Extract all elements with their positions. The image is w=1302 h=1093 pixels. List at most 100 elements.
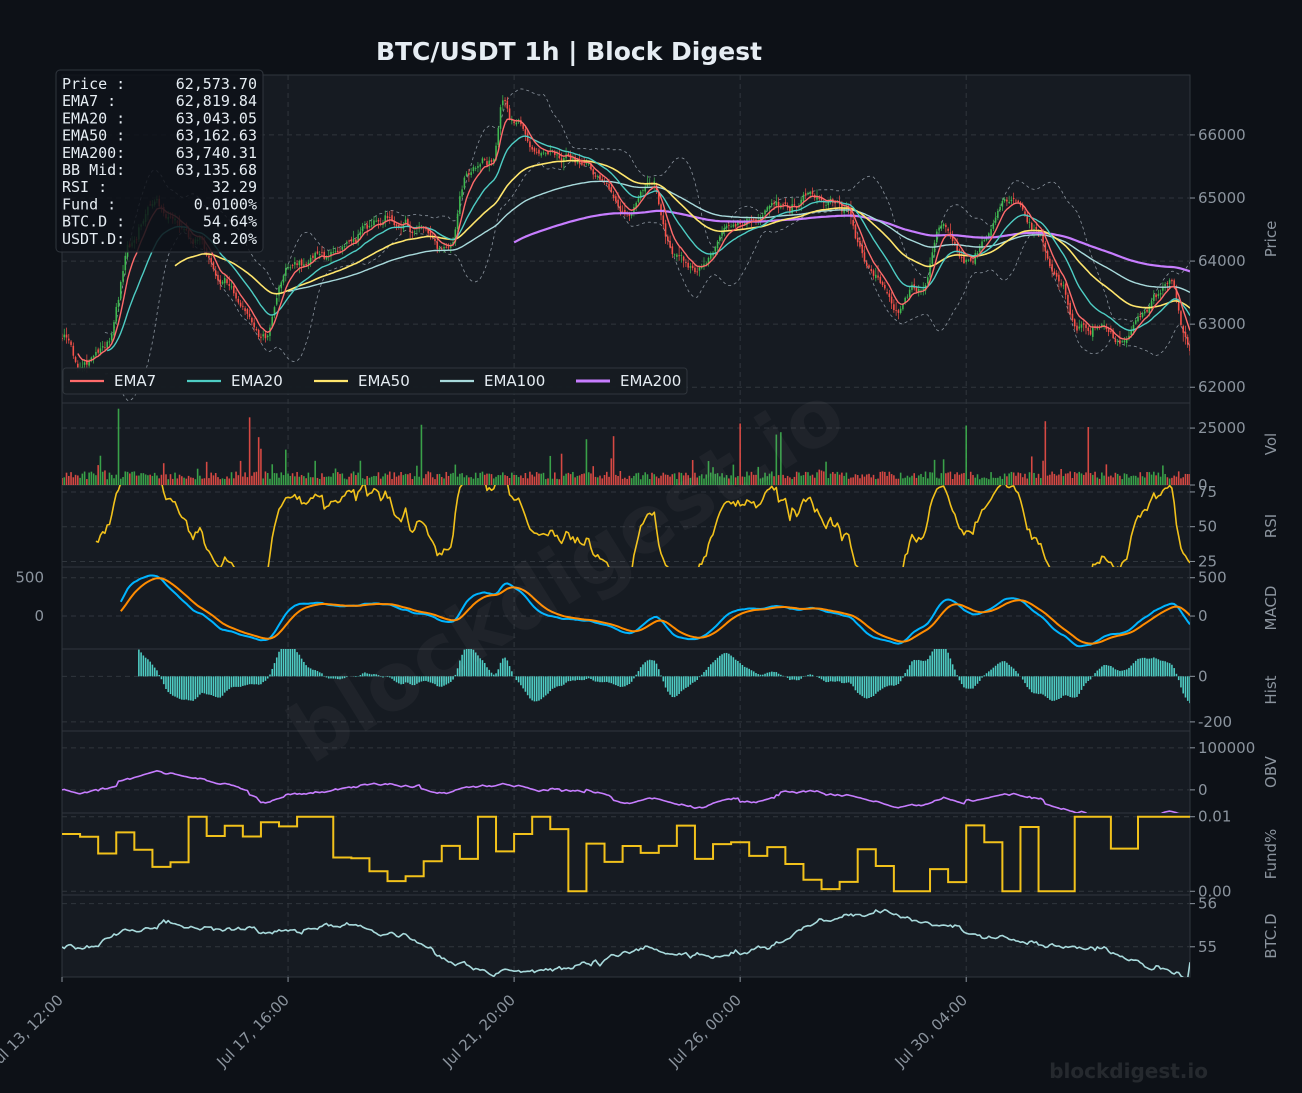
- histogram-bar: [807, 674, 809, 677]
- candle: [1087, 326, 1090, 336]
- candle: [804, 188, 807, 200]
- volume-bar: [303, 476, 305, 485]
- candle-body: [307, 262, 310, 265]
- histogram-bar: [1060, 676, 1062, 698]
- volume-bar: [696, 477, 698, 485]
- volume-bar: [438, 473, 441, 485]
- volume-bar: [153, 472, 156, 485]
- volume-bar: [86, 479, 88, 485]
- candle-body: [110, 334, 113, 341]
- volume-bar: [214, 473, 217, 485]
- histogram-bar: [400, 676, 402, 685]
- histogram-bar: [461, 654, 463, 677]
- candle-body: [463, 177, 466, 188]
- histogram-bar: [741, 664, 744, 677]
- volume-bar: [1121, 479, 1123, 485]
- candle-body: [1144, 311, 1146, 314]
- histogram-bar: [667, 676, 669, 692]
- candle-body: [74, 357, 77, 362]
- volume-bar: [282, 475, 285, 485]
- histogram-bar: [798, 676, 800, 681]
- candle-body: [445, 246, 448, 248]
- candle: [1071, 309, 1074, 323]
- histogram-bar: [1021, 676, 1024, 680]
- histogram-bar: [942, 649, 945, 677]
- rsi-panel-background: [61, 484, 1191, 568]
- histogram-bar: [752, 671, 755, 677]
- candle: [377, 217, 380, 229]
- volume-bar: [422, 478, 425, 485]
- histogram-bar: [587, 676, 590, 679]
- candle-body: [535, 151, 538, 153]
- histogram-bar: [1164, 661, 1166, 677]
- candle: [246, 307, 249, 320]
- histogram-bar: [468, 649, 470, 677]
- histogram-bar: [1058, 676, 1060, 699]
- candle: [721, 226, 723, 242]
- volume-bar: [669, 476, 671, 485]
- candle: [454, 226, 457, 246]
- candle: [461, 185, 463, 199]
- volume-bar: [517, 477, 520, 485]
- histogram-bar: [307, 667, 310, 677]
- candle-body: [260, 336, 262, 338]
- histogram-bar: [212, 676, 215, 696]
- volume-bar: [144, 474, 147, 485]
- histogram-bar: [440, 676, 443, 687]
- candle: [764, 209, 766, 222]
- obv-line: [62, 770, 1180, 813]
- candle-body: [1055, 273, 1058, 277]
- histogram-bar: [151, 664, 154, 677]
- candle-body: [942, 223, 945, 227]
- volume-bar: [960, 473, 963, 485]
- candle-body: [868, 265, 870, 268]
- info-label: EMA200:: [62, 144, 125, 162]
- volume-bar: [223, 478, 226, 485]
- x-tick-label: Jul 17, 16:00: [212, 991, 292, 1071]
- histogram-bar: [841, 676, 843, 684]
- volume-bar: [1189, 474, 1190, 485]
- histogram-bar: [495, 673, 497, 677]
- candle-body: [1003, 199, 1006, 202]
- histogram-bar: [1008, 664, 1010, 677]
- candle: [285, 263, 287, 282]
- candle: [1144, 308, 1146, 316]
- volume-bar: [1085, 472, 1087, 485]
- candle: [1080, 321, 1083, 333]
- candle: [529, 138, 531, 152]
- candle: [931, 246, 934, 267]
- volume-bar: [644, 472, 647, 485]
- candle-body: [1137, 316, 1139, 322]
- volume-bar: [1015, 475, 1017, 485]
- volume-bar: [560, 453, 563, 485]
- histogram-bar: [1044, 676, 1047, 697]
- histogram-bar: [361, 673, 364, 677]
- candle-body: [583, 164, 585, 166]
- histogram-bar: [947, 652, 949, 677]
- candle-body: [893, 304, 895, 311]
- candle: [339, 247, 341, 253]
- volume-bar: [1146, 471, 1148, 485]
- volume-bar: [194, 479, 197, 485]
- candle-body: [818, 198, 821, 199]
- volume-bar: [1141, 476, 1144, 485]
- candle-body: [947, 228, 949, 231]
- volume-tick-label: 0: [1198, 476, 1208, 494]
- candle-body: [1184, 331, 1187, 338]
- candle: [612, 190, 615, 201]
- volume-bars: [62, 408, 1190, 485]
- volume-bar: [377, 472, 380, 485]
- volume-bar: [305, 478, 307, 485]
- candle: [1103, 320, 1105, 330]
- info-value: 62,573.70: [176, 75, 257, 93]
- histogram-bar: [676, 676, 678, 696]
- volume-bar: [1098, 478, 1101, 485]
- volume-bar: [122, 477, 124, 485]
- candle-body: [497, 128, 500, 145]
- candle-body: [1110, 330, 1112, 333]
- histogram-bar: [633, 676, 635, 679]
- price-tick-label: 62000: [1198, 378, 1246, 396]
- volume-bar: [486, 473, 488, 485]
- candle-body: [298, 260, 301, 266]
- volume-bar: [963, 472, 965, 485]
